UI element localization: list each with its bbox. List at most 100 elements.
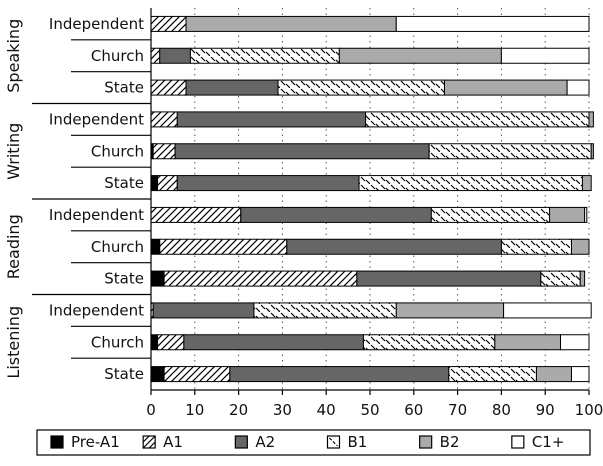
bar-segment-b1: [277, 79, 445, 96]
legend-swatch-a2: [234, 435, 248, 449]
bar-segment-b2: [185, 15, 397, 32]
legend-label: A2: [255, 433, 275, 451]
bar-segment-pre-a1: [150, 334, 159, 351]
group-label: Writing: [4, 123, 23, 180]
x-tick-label: 100: [575, 401, 603, 419]
bar-segment-b2: [443, 79, 568, 96]
x-tick-label: 30: [273, 401, 292, 419]
bar-segment-a1: [157, 175, 178, 192]
bar-segment-b2: [395, 302, 505, 319]
bar-segment-c1-: [560, 334, 590, 351]
legend-swatch-hatch: [329, 437, 338, 447]
group-label: Reading: [4, 214, 23, 279]
row-label: State: [104, 174, 144, 192]
bar-segment-b1: [189, 47, 340, 64]
row-label: Church: [91, 238, 144, 256]
bar-segment-b1: [358, 175, 583, 192]
bar-segment-b2: [581, 175, 592, 192]
bar-segment-b1: [430, 206, 551, 223]
bar-segment-a2: [183, 334, 364, 351]
bar-segment-a1: [163, 366, 231, 383]
legend-swatch-hatch: [142, 435, 150, 443]
x-tick-label: 70: [448, 401, 467, 419]
legend-label: Pre-A1: [71, 433, 120, 451]
bar-segment-b2: [549, 206, 586, 223]
group-label: Listening: [4, 306, 23, 379]
bar-segment-b1: [448, 366, 537, 383]
row-label: Church: [91, 47, 144, 65]
x-tick-label: 80: [492, 401, 511, 419]
bar-segment-a2: [286, 238, 502, 255]
row-label: Church: [91, 142, 144, 160]
legend-swatch-hatch: [148, 441, 156, 449]
x-tick-label: 0: [146, 401, 156, 419]
bar-segment-pre-a1: [150, 238, 161, 255]
bar-segment-b1: [500, 238, 572, 255]
bar-segment-b1: [362, 334, 496, 351]
x-tick-label: 40: [317, 401, 336, 419]
bar-segment-a1: [150, 111, 178, 128]
legend-swatch-pre-a1: [50, 435, 64, 449]
bar-segment-pre-a1: [150, 270, 165, 287]
bar-segment-a1: [152, 143, 176, 160]
bar-segment-a1: [150, 79, 187, 96]
row-label: State: [104, 270, 144, 288]
legend: [36, 429, 591, 456]
row-label: State: [104, 79, 144, 97]
legend-swatch-c1-: [511, 435, 525, 449]
bar-segment-a1: [150, 15, 187, 32]
row-label: Church: [91, 333, 144, 351]
legend-label: C1+: [532, 433, 565, 451]
bar-segment-a1: [150, 47, 161, 64]
bar-segment-a2: [176, 175, 360, 192]
bar-segment-pre-a1: [150, 366, 165, 383]
bar-segment-a1: [163, 270, 358, 287]
x-tick-label: 60: [404, 401, 423, 419]
bar-segment-c1-: [584, 206, 588, 223]
bar-segment-b2: [570, 238, 590, 255]
bar-segment-a2: [159, 47, 191, 64]
bar-segment-c1-: [395, 15, 590, 32]
row-label: State: [104, 365, 144, 383]
row-label: Independent: [49, 206, 144, 224]
legend-label: A1: [163, 433, 183, 451]
bar-segment-a2: [185, 79, 279, 96]
legend-label: B2: [440, 433, 460, 451]
bar-segment-a1: [159, 238, 288, 255]
x-tick-label: 90: [536, 401, 555, 419]
legend-label: B1: [348, 433, 368, 451]
bar-segment-b1: [428, 143, 592, 160]
bar-segment-c1-: [500, 47, 590, 64]
row-label: Independent: [49, 15, 144, 33]
bar-segment-a1: [157, 334, 185, 351]
bar-segment-b2: [579, 270, 586, 287]
bar-segment-b1: [540, 270, 581, 287]
bar-segment-b2: [590, 143, 594, 160]
bar-segment-a2: [240, 206, 432, 223]
bar-segment-b1: [365, 111, 590, 128]
bar-segment-a2: [152, 302, 255, 319]
bar-segment-a2: [176, 111, 367, 128]
bar-segment-a2: [174, 143, 430, 160]
bar-segment-c1-: [566, 79, 590, 96]
bar-segment-b2: [535, 366, 572, 383]
bar-segment-b2: [588, 111, 594, 128]
bar-segment-b2: [494, 334, 562, 351]
x-tick-label: 50: [360, 401, 379, 419]
legend-swatch-hatch: [142, 435, 156, 449]
group-label: Speaking: [4, 19, 23, 93]
bar-segment-a1: [150, 206, 242, 223]
bar-segment-c1-: [570, 366, 590, 383]
bar-segment-a2: [356, 270, 542, 287]
bar-segment-b2: [338, 47, 502, 64]
x-tick-label: 10: [185, 401, 204, 419]
row-label: Independent: [49, 301, 144, 319]
bar-segment-c1-: [503, 302, 592, 319]
bar-segment-a2: [229, 366, 450, 383]
bar-segment-b1: [253, 302, 397, 319]
legend-swatch-b2: [419, 435, 433, 449]
row-label: Independent: [49, 110, 144, 128]
bar-segment-pre-a1: [150, 175, 159, 192]
